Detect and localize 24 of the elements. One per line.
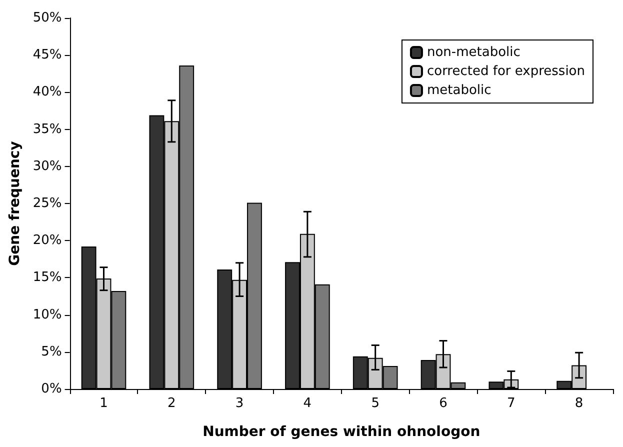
x-tick-label: 6 [439,396,448,411]
legend-label: non-metabolic [426,45,520,60]
y-tick-label: 30% [32,158,62,174]
x-tick-label: 4 [303,396,312,411]
x-tick-label: 7 [507,396,516,411]
x-tick-label: 1 [100,396,108,411]
y-tick-label: 15% [32,270,62,286]
y-tick-label: 35% [32,122,62,137]
legend-label: corrected for expression [426,64,585,79]
y-axis-title: Gene frequency [7,141,23,266]
x-tick-label: 3 [235,396,244,411]
x-tick-label: 8 [574,396,584,411]
y-tick-label: 45% [32,48,62,63]
y-tick-label: 10% [32,307,62,322]
y-tick-label: 25% [32,196,62,211]
x-tick-label: 2 [168,396,176,411]
x-axis-title: Number of genes within ohnologon [202,424,480,440]
y-tick-label: 40% [32,84,62,100]
y-tick-label: 50% [32,10,62,26]
y-tick-label: 20% [32,233,62,248]
legend-label: metabolic [426,83,492,98]
y-tick-label: 0% [41,382,62,396]
y-tick-label: 5% [41,344,62,360]
x-tick-label: 5 [371,396,380,411]
